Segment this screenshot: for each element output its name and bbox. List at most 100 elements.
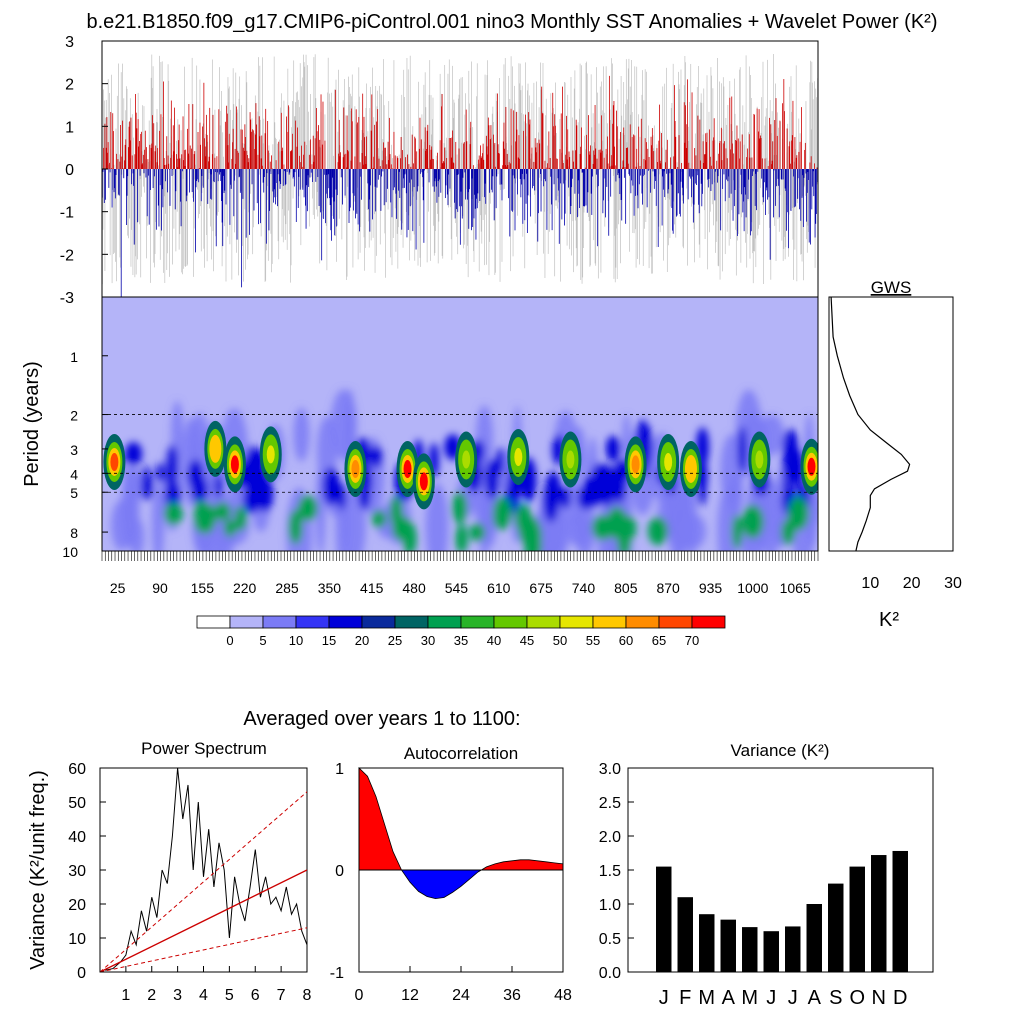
variance-x-tick-label: O bbox=[849, 987, 865, 1009]
power-spectrum-significance-line bbox=[100, 869, 307, 972]
wavelet-hotspot bbox=[807, 457, 816, 476]
gws-x-tick-label: 10 bbox=[861, 575, 879, 592]
variance-y-tick-label: 1.0 bbox=[599, 897, 621, 914]
wavelet-blob bbox=[485, 463, 498, 492]
wavelet-blob bbox=[129, 517, 145, 551]
colorbar-label: 5 bbox=[259, 633, 266, 648]
variance-bar bbox=[785, 926, 801, 972]
colorbar-label: 70 bbox=[685, 633, 699, 648]
colorbar-label: 30 bbox=[421, 633, 435, 648]
wavelet-blob bbox=[577, 485, 593, 510]
wavelet-x-tick-label: 285 bbox=[275, 580, 299, 596]
wavelet-blob bbox=[545, 471, 561, 516]
gws-title: GWS bbox=[871, 278, 912, 297]
wavelet-x-tick-label: 870 bbox=[656, 580, 680, 596]
wavelet-blob bbox=[493, 496, 513, 527]
colorbar-label: 20 bbox=[355, 633, 369, 648]
power-spectrum-y-tick-label: 0 bbox=[77, 965, 86, 982]
wavelet-ylabel: Period (years) bbox=[21, 361, 43, 487]
gws-panel: GWS 10 20 30 K² bbox=[828, 278, 962, 631]
gws-xlabel: K² bbox=[879, 609, 899, 631]
anomaly-bars bbox=[102, 53, 818, 297]
wavelet-x-tick-label: 610 bbox=[487, 580, 511, 596]
colorbar-box bbox=[526, 615, 561, 629]
variance-x-tick-label: S bbox=[829, 987, 842, 1009]
wavelet-blob bbox=[213, 502, 231, 521]
colorbar-box bbox=[196, 615, 231, 629]
autocorrelation-x-axis: 0 12 24 36 48 bbox=[355, 966, 572, 1004]
autocorrelation-y-tick-label: -1 bbox=[330, 965, 344, 982]
colorbar-box bbox=[493, 615, 528, 629]
colorbar-label: 40 bbox=[487, 633, 501, 648]
variance-bar bbox=[699, 914, 715, 972]
colorbar-box bbox=[592, 615, 627, 629]
wavelet-x-tick-label: 415 bbox=[360, 580, 384, 596]
wavelet-blob bbox=[452, 491, 468, 524]
colorbar-box bbox=[625, 615, 660, 629]
wavelet-x-tick-label: 25 bbox=[110, 580, 126, 596]
colorbar-label: 35 bbox=[454, 633, 468, 648]
wavelet-hotspot bbox=[403, 459, 412, 478]
power-spectrum-x-tick-label: 1 bbox=[121, 987, 130, 1004]
wavelet-reference-lines bbox=[102, 414, 818, 493]
anomaly-y-tick-label: -3 bbox=[60, 290, 74, 307]
wavelet-blob bbox=[566, 513, 592, 547]
wavelet-blob bbox=[223, 519, 237, 537]
variance-bar bbox=[720, 919, 736, 972]
power-spectrum-significance-line bbox=[100, 791, 307, 972]
colorbar-box bbox=[328, 615, 363, 629]
gws-curve bbox=[830, 296, 911, 552]
power-spectrum-y-tick-label: 10 bbox=[68, 931, 86, 948]
colorbar-box bbox=[361, 615, 396, 629]
wavelet-blob bbox=[647, 516, 668, 546]
wavelet-x-minor-ticks bbox=[101, 551, 819, 561]
page-title: b.e21.B1850.f09_g17.CMIP6-piControl.001 … bbox=[86, 11, 937, 33]
wavelet-blob bbox=[741, 504, 764, 539]
wavelet-hotspot bbox=[419, 472, 428, 491]
wavelet-panel: 1 2 3 4 5 8 10 25 90 155 220 285 350 415 480 545 610 675… bbox=[21, 296, 819, 596]
variance-y-tick-label: 1.5 bbox=[599, 863, 621, 880]
colorbar-label: 50 bbox=[553, 633, 567, 648]
variance-y-tick-label: 0.0 bbox=[599, 965, 621, 982]
wavelet-y-axis: 1 2 3 4 5 8 10 bbox=[62, 349, 108, 560]
variance-x-tick-label: A bbox=[808, 987, 822, 1009]
variance-bar bbox=[742, 927, 758, 972]
wavelet-y-tick-label: 1 bbox=[70, 349, 78, 365]
variance-y-tick-label: 3.0 bbox=[599, 761, 621, 778]
colorbar-label: 65 bbox=[652, 633, 666, 648]
wavelet-x-tick-label: 480 bbox=[402, 580, 426, 596]
power-spectrum-ylabel: Variance (K²/unit freq.) bbox=[27, 770, 49, 970]
power-spectrum-y-tick-label: 30 bbox=[68, 863, 86, 880]
power-spectrum-x-tick-label: 8 bbox=[303, 987, 312, 1004]
wavelet-x-tick-label: 1000 bbox=[737, 580, 768, 596]
power-spectrum-y-tick-label: 20 bbox=[68, 897, 86, 914]
wavelet-hotspot bbox=[211, 439, 220, 458]
autocorrelation-x-tick-label: 0 bbox=[355, 987, 364, 1004]
gws-x-tick-label: 30 bbox=[944, 575, 962, 592]
wavelet-blob bbox=[191, 475, 209, 504]
variance-bars bbox=[656, 850, 908, 972]
variance-x-tick-label: N bbox=[872, 987, 886, 1009]
wavelet-blob bbox=[605, 435, 621, 462]
variance-y-axis: 0.0 0.5 1.0 1.5 2.0 2.5 3.0 bbox=[599, 761, 634, 982]
wavelet-blob bbox=[330, 389, 357, 460]
wavelet-blob bbox=[469, 523, 486, 542]
colorbar-box bbox=[262, 615, 297, 629]
variance-x-tick-label: M bbox=[741, 987, 758, 1009]
power-spectrum-y-axis: 0 10 20 30 40 50 60 bbox=[68, 761, 106, 982]
wavelet-y-tick-label: 2 bbox=[70, 408, 78, 424]
autocorrelation-y-axis: 1 0 -1 bbox=[330, 761, 365, 982]
wavelet-blob bbox=[156, 462, 165, 483]
wavelet-blob bbox=[165, 453, 177, 499]
colorbar-label: 10 bbox=[289, 633, 303, 648]
colorbar-label: 0 bbox=[226, 633, 233, 648]
variance-title: Variance (K²) bbox=[731, 741, 830, 760]
variance-x-tick-label: F bbox=[679, 987, 691, 1009]
wavelet-hotspot bbox=[664, 452, 673, 471]
variance-bar bbox=[892, 850, 908, 972]
wavelet-blob bbox=[732, 514, 743, 549]
anomaly-y-tick-label: -2 bbox=[60, 247, 74, 264]
